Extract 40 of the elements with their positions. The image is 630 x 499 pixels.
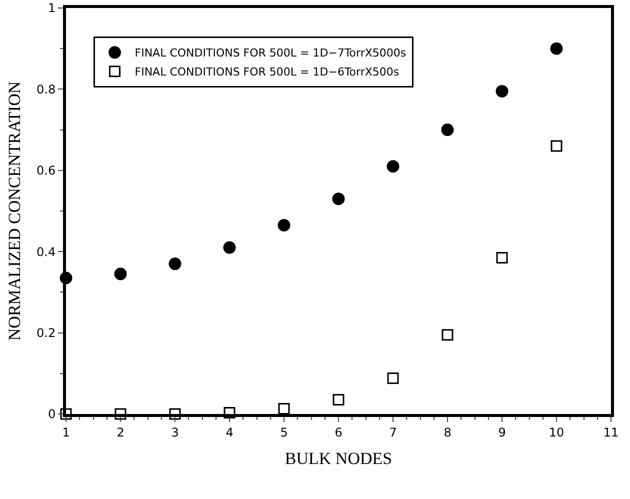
- point: [386, 160, 400, 173]
- point: [441, 124, 454, 136]
- x-tick-label: 10: [548, 425, 564, 440]
- point: [442, 329, 454, 341]
- point: [496, 252, 508, 264]
- point: [278, 218, 290, 232]
- x-tick-label: 2: [116, 425, 124, 440]
- x-tick-label: 4: [226, 425, 234, 440]
- y-tick-label: 1: [48, 1, 56, 16]
- point: [114, 408, 126, 420]
- point: [550, 42, 563, 55]
- point: [332, 394, 344, 406]
- x-tick-label: 7: [389, 425, 397, 440]
- legend-label: FINAL CONDITIONS FOR 500L = 1D−7TorrX5000s: [134, 46, 406, 60]
- x-tick-label: 3: [171, 425, 179, 440]
- y-tick-label: 0.4: [36, 244, 56, 259]
- y-tick-label: 0.8: [36, 82, 56, 96]
- x-tick-label: 1: [62, 425, 70, 440]
- point: [496, 84, 508, 98]
- point: [387, 372, 399, 384]
- point: [168, 258, 182, 270]
- point: [224, 407, 236, 419]
- point: [169, 408, 181, 420]
- y-tick-label: 0.6: [36, 164, 56, 178]
- x-tick-label: 9: [498, 425, 506, 440]
- point: [278, 402, 290, 414]
- y-axis-title: NORMALIZED CONCENTRATION: [5, 81, 24, 341]
- x-axis-title: BULK NODES: [284, 448, 392, 468]
- x-tick-label: 8: [444, 425, 452, 440]
- x-tick-label: 11: [603, 425, 619, 440]
- point: [60, 408, 72, 420]
- point: [223, 241, 236, 254]
- legend-label: FINAL CONDITIONS FOR 500L = 1D−6TorrX500s: [134, 66, 400, 79]
- point: [114, 268, 127, 280]
- x-tick-label: 5: [280, 425, 288, 440]
- point: [550, 140, 562, 152]
- y-tick-label: 0: [48, 407, 56, 422]
- y-tick-label: 0.2: [36, 326, 56, 340]
- point: [332, 192, 345, 206]
- x-tick-label: 6: [334, 425, 342, 440]
